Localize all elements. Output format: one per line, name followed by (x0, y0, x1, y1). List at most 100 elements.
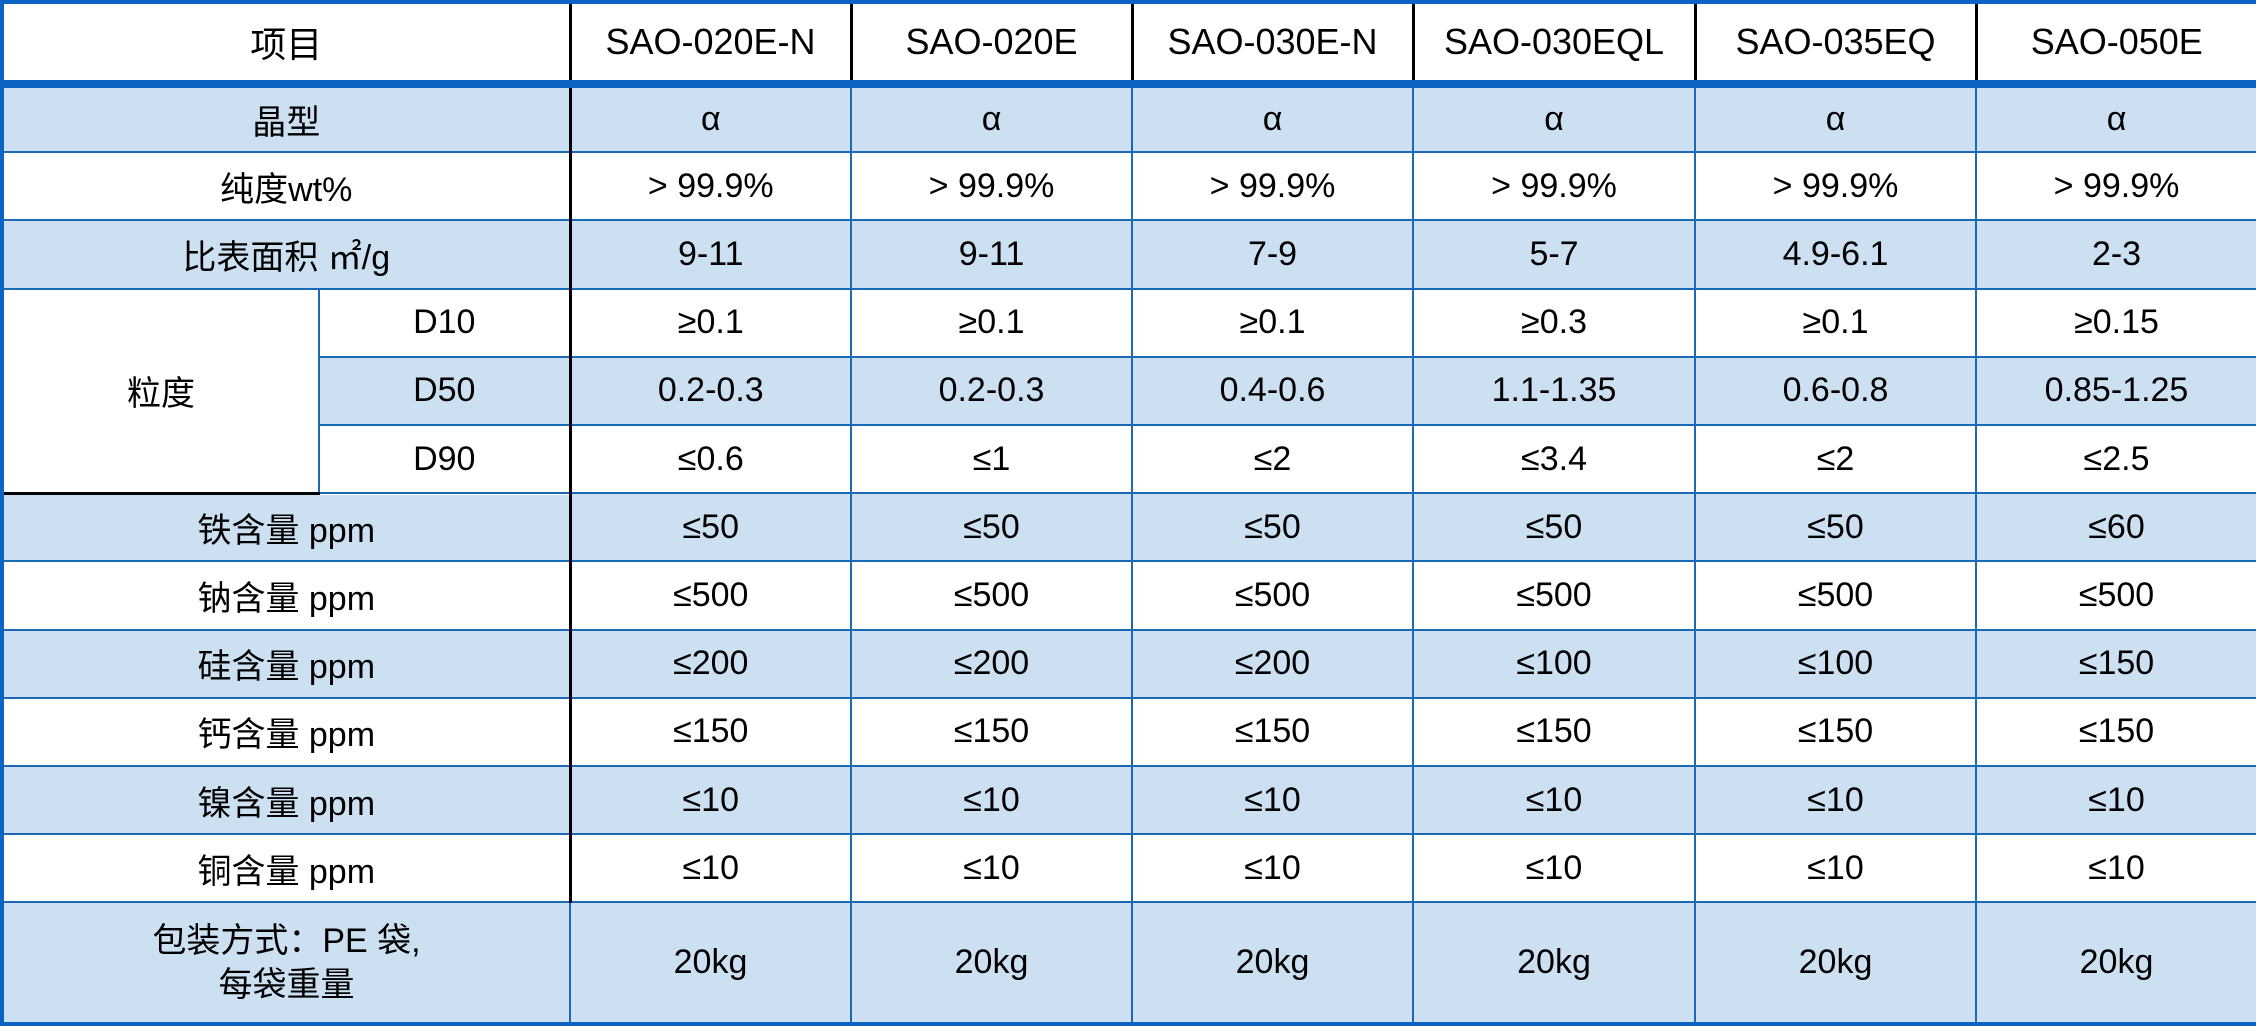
purity-value-cell: > 99.9% (850, 151, 1134, 222)
d90-value-cell: ≤2 (1131, 424, 1415, 495)
row-crystal: 晶型 α α α α α α (0, 82, 2256, 154)
d90-value-cell: ≤1 (850, 424, 1134, 495)
ssa-value-cell: 5-7 (1412, 219, 1697, 290)
iron-value-cell: ≤50 (850, 492, 1134, 563)
crystal-value-cell: α (850, 82, 1134, 154)
silicon-value-cell: ≤100 (1412, 628, 1697, 699)
sodium-value-cell: ≤500 (1131, 560, 1415, 631)
sodium-value-cell: ≤500 (1412, 560, 1697, 631)
nickel-value-cell: ≤10 (850, 765, 1134, 836)
row-packaging: 包装方式：PE 袋, 每袋重量 20kg 20kg 20kg 20kg 20kg… (0, 901, 2256, 1025)
row-label-surface-area: 比表面积 ㎡/g (0, 219, 572, 290)
header-row: 项目 SAO-020E-N SAO-020E SAO-030E-N SAO-03… (0, 0, 2256, 88)
d10-value-cell: ≥0.3 (1412, 287, 1697, 358)
packaging-value-cell: 20kg (569, 901, 853, 1025)
iron-value-cell: ≤50 (569, 492, 853, 563)
d50-value-cell: 1.1-1.35 (1412, 355, 1697, 427)
sodium-value-cell: ≤500 (850, 560, 1134, 631)
row-label-purity: 纯度wt% (0, 151, 572, 222)
sodium-value-cell: ≤500 (569, 560, 853, 631)
silicon-value-cell: ≤200 (569, 628, 853, 699)
row-label-calcium: 钙含量 ppm (0, 696, 572, 768)
iron-value-cell: ≤50 (1131, 492, 1415, 563)
copper-value-cell: ≤10 (1975, 833, 2256, 904)
d90-value-cell: ≤3.4 (1412, 424, 1697, 495)
d10-value-cell: ≥0.1 (1131, 287, 1415, 358)
row-d90: D90 ≤0.6 ≤1 ≤2 ≤3.4 ≤2 ≤2.5 (2, 424, 2256, 495)
copper-value-cell: ≤10 (850, 833, 1134, 904)
silicon-value-cell: ≤150 (1975, 628, 2256, 699)
row-label-nickel: 镍含量 ppm (0, 765, 572, 836)
iron-value-cell: ≤60 (1975, 492, 2256, 563)
nickel-value-cell: ≤10 (1131, 765, 1415, 836)
silicon-value-cell: ≤200 (850, 628, 1134, 699)
row-surface-area: 比表面积 ㎡/g 9-11 9-11 7-9 5-7 4.9-6.1 2-3 (0, 219, 2256, 290)
header-cell-sao-030e-n: SAO-030E-N (1130, 0, 1415, 88)
row-label-packaging: 包装方式：PE 袋, 每袋重量 (0, 901, 572, 1025)
crystal-value-cell: α (1412, 82, 1697, 154)
ssa-value-cell: 9-11 (569, 219, 853, 290)
ssa-value-cell: 4.9-6.1 (1694, 219, 1978, 290)
silicon-value-cell: ≤200 (1131, 628, 1415, 699)
purity-value-cell: > 99.9% (1131, 151, 1415, 222)
header-cell-sao-030eql: SAO-030EQL (1411, 0, 1697, 88)
packaging-label-line2: 每袋重量 (218, 965, 355, 1004)
packaging-value-cell: 20kg (850, 901, 1134, 1025)
purity-value-cell: > 99.9% (1694, 151, 1978, 222)
calcium-value-cell: ≤150 (1975, 696, 2256, 768)
particle-size-group-label: 粒度 (1, 287, 320, 495)
iron-value-cell: ≤50 (1694, 492, 1978, 563)
calcium-value-cell: ≤150 (1412, 696, 1697, 768)
row-silicon: 硅含量 ppm ≤200 ≤200 ≤200 ≤100 ≤100 ≤150 (0, 628, 2256, 699)
row-iron: 铁含量 ppm ≤50 ≤50 ≤50 ≤50 ≤50 ≤60 (0, 492, 2256, 563)
header-cell-sao-020e-n: SAO-020E-N (568, 0, 853, 88)
d50-value-cell: 0.2-0.3 (850, 355, 1134, 427)
calcium-value-cell: ≤150 (850, 696, 1134, 768)
sodium-value-cell: ≤500 (1694, 560, 1978, 631)
copper-value-cell: ≤10 (1131, 833, 1415, 904)
d90-value-cell: ≤2.5 (1975, 424, 2256, 495)
crystal-value-cell: α (1131, 82, 1415, 154)
packaging-value-cell: 20kg (1412, 901, 1697, 1025)
nickel-value-cell: ≤10 (569, 765, 853, 836)
row-label-sodium: 钠含量 ppm (0, 560, 572, 631)
row-purity: 纯度wt% > 99.9% > 99.9% > 99.9% > 99.9% > … (0, 151, 2256, 222)
copper-value-cell: ≤10 (1694, 833, 1978, 904)
ssa-value-cell: 2-3 (1975, 219, 2256, 290)
d10-value-cell: ≥0.15 (1975, 287, 2256, 358)
copper-value-cell: ≤10 (569, 833, 853, 904)
nickel-value-cell: ≤10 (1694, 765, 1978, 836)
row-d10: 粒度 D10 ≥0.1 ≥0.1 ≥0.1 ≥0.3 ≥0.1 ≥0.15 (1, 287, 2256, 495)
header-item-cell: 项目 (0, 0, 572, 88)
calcium-value-cell: ≤150 (1131, 696, 1415, 768)
header-cell-sao-020e: SAO-020E (849, 0, 1134, 88)
iron-value-cell: ≤50 (1412, 492, 1697, 563)
d10-value-cell: ≥0.1 (850, 287, 1134, 358)
nickel-value-cell: ≤10 (1975, 765, 2256, 836)
d50-value-cell: 0.85-1.25 (1975, 355, 2256, 427)
row-sodium: 钠含量 ppm ≤500 ≤500 ≤500 ≤500 ≤500 ≤500 (0, 560, 2256, 631)
d50-value-cell: 0.4-0.6 (1131, 355, 1415, 427)
d10-value-cell: ≥0.1 (569, 287, 853, 358)
purity-value-cell: > 99.9% (1975, 151, 2256, 222)
row-label-copper: 铜含量 ppm (0, 833, 572, 904)
row-label-silicon: 硅含量 ppm (0, 628, 572, 699)
copper-value-cell: ≤10 (1412, 833, 1697, 904)
row-label-d50: D50 (317, 355, 572, 427)
crystal-value-cell: α (569, 82, 853, 154)
ssa-value-cell: 9-11 (850, 219, 1134, 290)
row-calcium: 钙含量 ppm ≤150 ≤150 ≤150 ≤150 ≤150 ≤150 (0, 696, 2256, 768)
calcium-value-cell: ≤150 (569, 696, 853, 768)
row-label-iron: 铁含量 ppm (0, 492, 572, 563)
calcium-value-cell: ≤150 (1694, 696, 1978, 768)
ssa-value-cell: 7-9 (1131, 219, 1415, 290)
d90-value-cell: ≤2 (1694, 424, 1978, 495)
row-d50: D50 0.2-0.3 0.2-0.3 0.4-0.6 1.1-1.35 0.6… (2, 355, 2256, 427)
packaging-value-cell: 20kg (1694, 901, 1978, 1025)
purity-value-cell: > 99.9% (1412, 151, 1697, 222)
d10-value-cell: ≥0.1 (1694, 287, 1978, 358)
purity-value-cell: > 99.9% (569, 151, 853, 222)
d90-value-cell: ≤0.6 (569, 424, 853, 495)
silicon-value-cell: ≤100 (1694, 628, 1978, 699)
